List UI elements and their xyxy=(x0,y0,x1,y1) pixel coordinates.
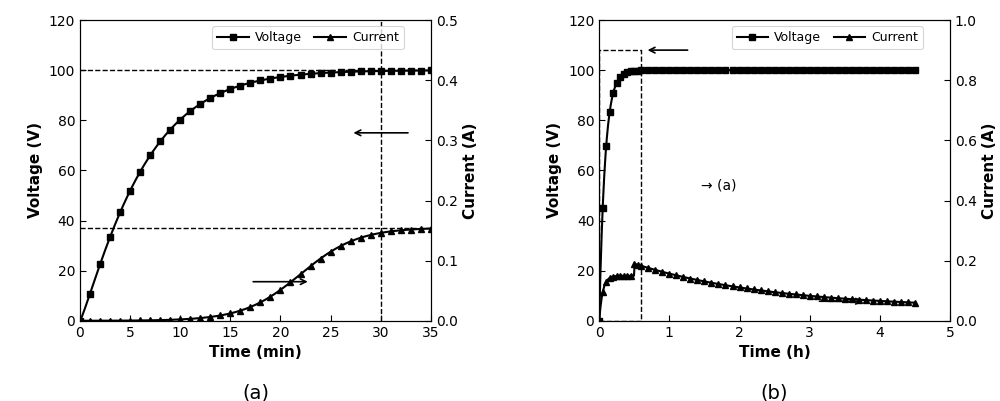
X-axis label: Time (h): Time (h) xyxy=(739,345,810,360)
Legend: Voltage, Current: Voltage, Current xyxy=(732,26,923,49)
Y-axis label: Current (A): Current (A) xyxy=(982,122,997,219)
Legend: Voltage, Current: Voltage, Current xyxy=(212,26,404,49)
Y-axis label: Voltage (V): Voltage (V) xyxy=(547,122,562,219)
X-axis label: Time (min): Time (min) xyxy=(209,345,302,360)
Title: (b): (b) xyxy=(761,384,788,401)
Title: (a): (a) xyxy=(242,384,269,401)
Y-axis label: Voltage (V): Voltage (V) xyxy=(28,122,43,219)
Text: → (a): → (a) xyxy=(701,178,736,192)
Y-axis label: Current (A): Current (A) xyxy=(463,122,478,219)
